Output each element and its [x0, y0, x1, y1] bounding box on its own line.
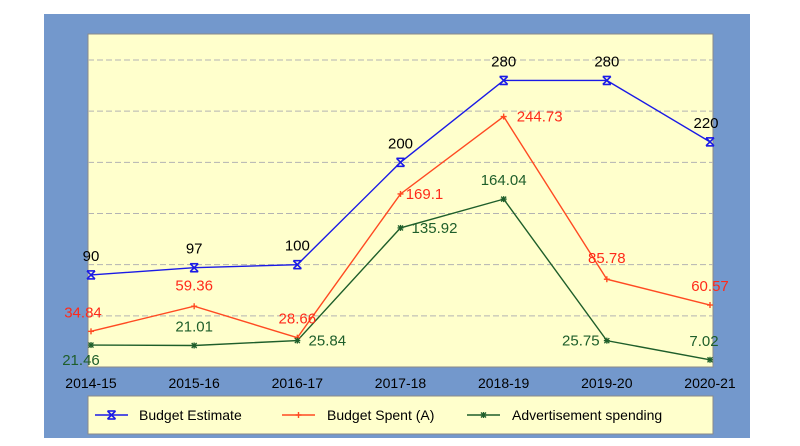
advertisement-spending-legend-label: Advertisement spending	[512, 407, 662, 423]
advertisement-marker	[191, 342, 198, 349]
data-labels: 90 97 100 200 280 280 220 34.84 59.36 28.66 169.1 2…	[62, 53, 729, 369]
budget-spent-marker	[295, 412, 302, 418]
advertisement-marker	[480, 412, 487, 418]
legend	[87, 395, 714, 435]
advertisement-marker	[707, 356, 713, 363]
budget-spent-data-label: 59.36	[175, 277, 213, 294]
budget-spent-marker	[707, 302, 713, 309]
budget-estimate-marker	[292, 259, 302, 270]
x-tick-label: 2015-16	[168, 375, 220, 391]
budget-spent-data-label: 244.73	[517, 109, 563, 126]
budget-spent-marker	[603, 276, 610, 283]
advertisement-marker	[88, 342, 94, 349]
budget-estimate-data-label: 280	[491, 53, 516, 70]
budget-spent-legend-label: Budget Spent (A)	[327, 407, 434, 423]
x-axis-ticks: 2014-15 2015-16 2016-17 2017-18 2018-19 2019-…	[65, 375, 736, 391]
budget-estimate-data-label: 280	[594, 53, 619, 70]
x-tick-label: 2014-15	[65, 375, 117, 391]
budget-estimate-data-label: 200	[388, 135, 413, 152]
legend-items: Budget Estimate Budget Spent (A) Advertise…	[95, 407, 662, 423]
advertisement-spending-data-label: 21.46	[62, 352, 100, 369]
budget-estimate-marker	[705, 137, 715, 147]
advertisement-marker	[294, 337, 301, 344]
budget-estimate-data-label: 97	[186, 241, 203, 258]
budget-spent-marker	[191, 303, 198, 310]
x-tick-label: 2018-19	[478, 375, 530, 391]
budget-estimate-marker	[86, 270, 96, 280]
x-tick-label: 2016-17	[272, 375, 324, 391]
budget-estimate-data-label: 220	[693, 115, 718, 132]
plot-area	[87, 33, 714, 368]
budget-spent-marker	[397, 190, 404, 197]
x-tick-label: 2020-21	[684, 375, 736, 391]
advertisement-spending-data-label: 25.84	[309, 333, 347, 350]
budget-estimate-marker	[189, 262, 199, 273]
budget-spent-data-label: 169.1	[406, 186, 444, 203]
advertisement-spending-data-label: 21.01	[175, 318, 213, 335]
advertisement-marker	[397, 224, 404, 231]
budget-spent-data-label: 60.57	[691, 278, 729, 295]
x-tick-label: 2017-18	[375, 375, 427, 391]
budget-spent-data-label: 85.78	[588, 250, 626, 267]
advertisement-spending-data-label: 7.02	[689, 333, 718, 350]
budget-spent-marker	[500, 113, 507, 120]
advertisement-spending-data-label: 25.75	[562, 333, 600, 350]
budget-estimate-marker	[106, 410, 117, 420]
budget-estimate-marker	[499, 75, 509, 86]
budget-estimate-data-label: 90	[83, 248, 100, 265]
budget-estimate-marker	[395, 157, 406, 168]
advertisement-spending-data-label: 135.92	[412, 220, 458, 237]
advertisement-marker	[603, 337, 610, 344]
advertisement-marker	[500, 196, 507, 203]
advertisement-spending-data-label: 164.04	[481, 172, 527, 189]
budget-spent-data-label: 34.84	[64, 304, 102, 321]
budget-estimate-data-label: 100	[285, 238, 310, 255]
budget-estimate-marker	[602, 75, 612, 86]
series-markers	[86, 75, 715, 363]
budget-spent-marker	[88, 328, 94, 335]
budget-estimate-legend-label: Budget Estimate	[139, 407, 242, 423]
budget-spent-data-label: 28.66	[279, 311, 317, 328]
x-tick-label: 2019-20	[581, 375, 633, 391]
